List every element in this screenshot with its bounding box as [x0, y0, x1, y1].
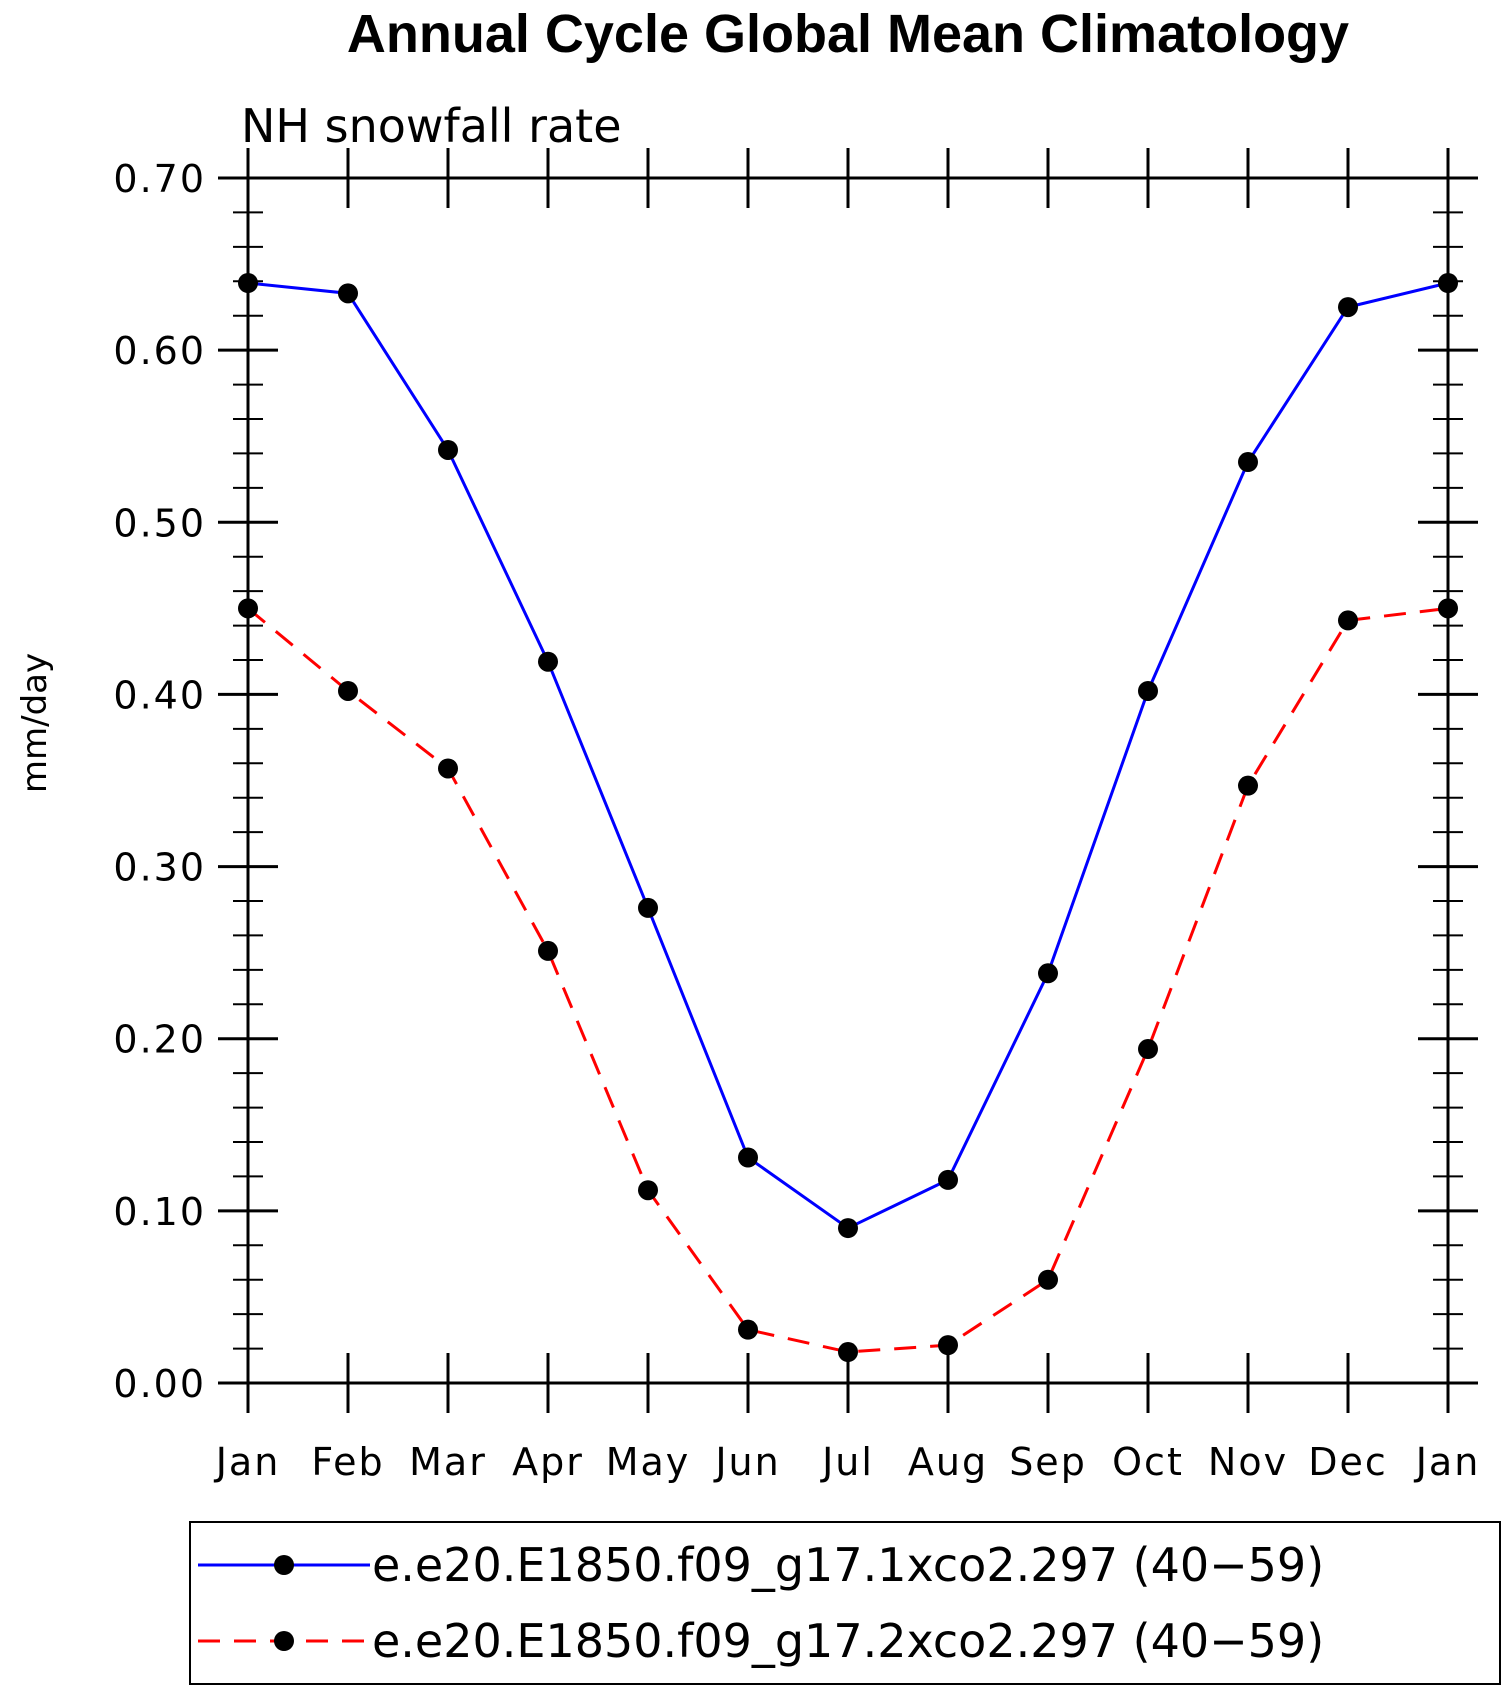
y-tick-labels: 0.00 0.10 0.20 0.30 0.40 0.50 0.60 0.70	[113, 157, 206, 1406]
x-tick-label: Mar	[409, 1440, 487, 1484]
data-point-series-2	[438, 758, 458, 779]
data-point-series-2	[1138, 1039, 1158, 1060]
data-point-series-1	[1338, 297, 1358, 318]
data-point-series-2	[838, 1342, 858, 1363]
legend: e.e20.E1850.f09_g17.1xco2.297 (40−59) e.…	[189, 1521, 1501, 1685]
data-point-series-1	[1038, 963, 1058, 984]
y-tick-label: 0.40	[113, 673, 206, 717]
x-tick-labels: Jan Feb Mar Apr May Jun Jul Aug Sep Oct Nov Dec Jan	[214, 1440, 1481, 1484]
data-point-series-2	[1238, 775, 1258, 796]
data-point-series-1	[838, 1218, 858, 1239]
plot-frame	[246, 176, 1450, 1385]
y-tick-label: 0.70	[113, 157, 206, 201]
data-point-series-2	[1338, 610, 1358, 631]
data-point-series-2	[238, 598, 258, 619]
data-point-series-1	[338, 283, 358, 304]
x-tick-label: Jan	[1414, 1440, 1481, 1484]
x-tick-label: Aug	[908, 1440, 988, 1484]
x-tick-label: Oct	[1112, 1440, 1184, 1484]
data-series	[238, 273, 1458, 1363]
data-point-series-1	[1438, 273, 1458, 294]
legend-marker-1	[274, 1555, 294, 1575]
data-point-series-1	[938, 1169, 958, 1190]
legend-label-1: e.e20.E1850.f09_g17.1xco2.297 (40−59)	[372, 1538, 1324, 1592]
data-point-series-2	[1438, 598, 1458, 619]
y-tick-label: 0.60	[113, 329, 206, 373]
data-point-series-2	[1038, 1269, 1058, 1290]
series-line-2	[247, 606, 1449, 1354]
data-point-series-1	[438, 439, 458, 460]
x-tick-label: Feb	[311, 1440, 384, 1484]
data-point-series-1	[538, 651, 558, 672]
series-line-1	[247, 281, 1449, 1230]
data-point-series-1	[1238, 452, 1258, 473]
data-point-series-2	[738, 1319, 758, 1340]
data-point-series-1	[1138, 680, 1158, 701]
y-tick-label: 0.50	[113, 501, 206, 545]
x-tick-label: May	[606, 1440, 691, 1484]
x-tick-label: Nov	[1208, 1440, 1288, 1484]
legend-marker-2	[274, 1631, 294, 1651]
data-point-series-2	[338, 680, 358, 701]
legend-box	[189, 1521, 1501, 1685]
legend-label-2: e.e20.E1850.f09_g17.2xco2.297 (40−59)	[372, 1614, 1324, 1668]
y-tick-label: 0.10	[113, 1190, 206, 1234]
x-tick-label: Jun	[713, 1440, 780, 1484]
x-tick-label: Jan	[214, 1440, 281, 1484]
data-point-series-2	[638, 1180, 658, 1201]
data-point-series-1	[738, 1147, 758, 1168]
data-point-series-1	[638, 897, 658, 918]
x-tick-label: Dec	[1308, 1440, 1388, 1484]
x-tick-label: Jul	[820, 1440, 874, 1484]
x-tick-label: Apr	[512, 1440, 584, 1484]
data-point-series-2	[938, 1335, 958, 1356]
data-point-series-1	[238, 273, 258, 294]
y-axis-label: mm/day	[15, 653, 55, 793]
x-tick-label: Sep	[1009, 1440, 1087, 1484]
chart-subtitle: NH snowfall rate	[241, 99, 622, 153]
data-point-series-2	[538, 940, 558, 961]
y-tick-label: 0.20	[113, 1018, 206, 1062]
y-tick-label: 0.00	[113, 1362, 206, 1406]
y-tick-label: 0.30	[113, 846, 206, 890]
chart-title: Annual Cycle Global Mean Climatology	[347, 4, 1349, 64]
